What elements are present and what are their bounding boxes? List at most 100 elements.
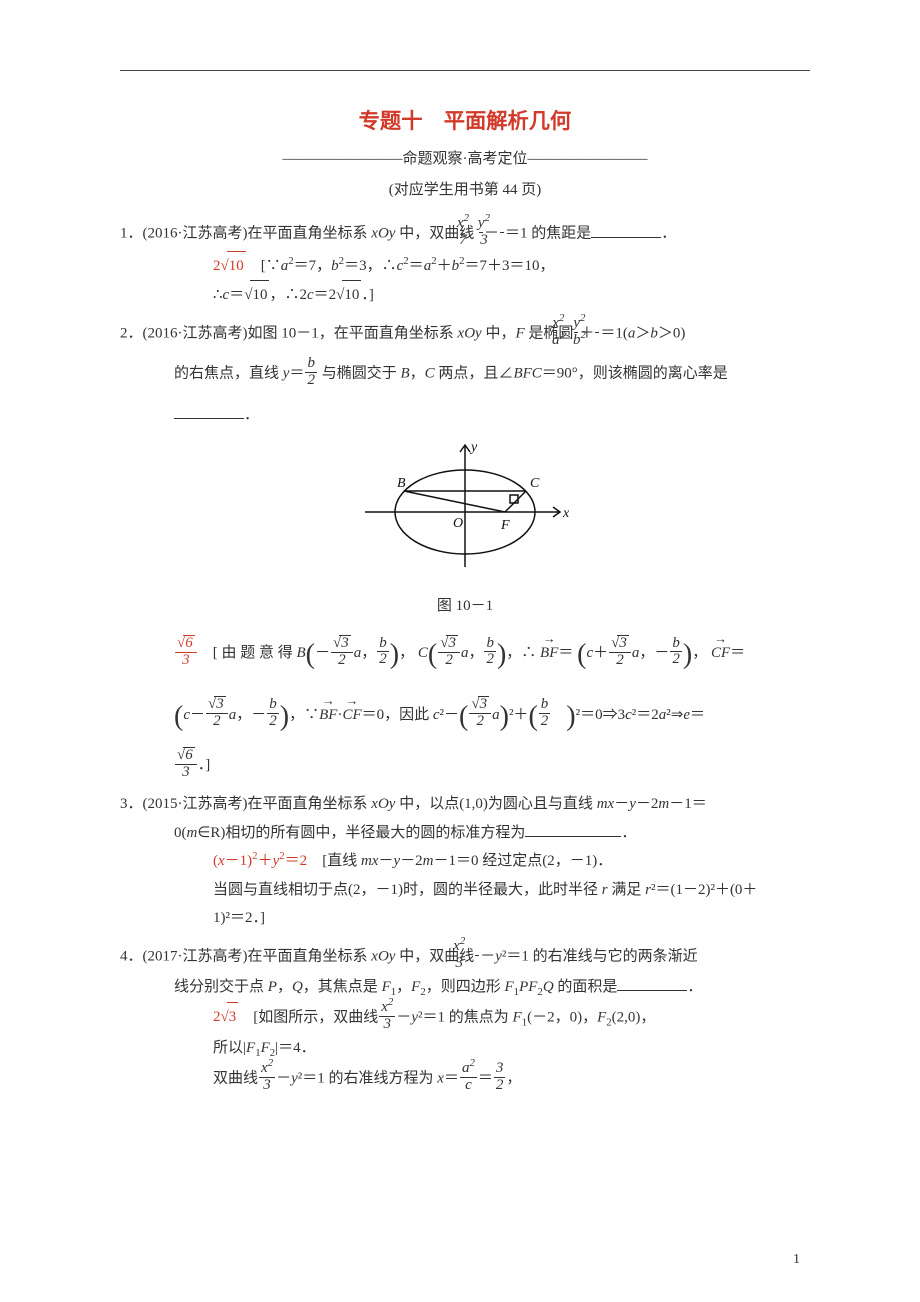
text: － — [614, 796, 629, 812]
text: 1)²＝2．] — [213, 910, 265, 926]
ellipse-diagram: B C O F y x — [355, 437, 575, 577]
problem-3-solution-l1: (x－1)2＋y2＝2 [直线 mx－y－2m－1＝0 经过定点(2，－1)． — [120, 847, 810, 876]
radical: √10 — [244, 280, 269, 310]
text: ²＝1 的右准线与它的两条渐近 — [502, 948, 698, 964]
problem-num: 1． — [120, 226, 143, 242]
text: 两点，且∠ — [435, 366, 514, 382]
math-var: c — [307, 287, 314, 303]
text: [∵ — [261, 258, 281, 274]
text: ²＝0⇒3 — [576, 707, 626, 723]
vector: BF — [319, 701, 337, 730]
text: ，∵ — [289, 707, 319, 723]
text: ∴ — [213, 287, 223, 303]
answer-value: √63 — [174, 645, 198, 661]
exam-tag: (2015·江苏高考) — [143, 796, 248, 812]
text: ， — [410, 366, 425, 382]
text: ＝1( — [600, 326, 628, 342]
answer-value: 2√3 — [213, 1009, 238, 1025]
fraction: √63 — [174, 747, 198, 781]
chapter-title: 专题十 平面解析几何 — [120, 101, 810, 141]
problem-3-stem-l2: 0(m∈R)相切的所有圆中，半径最大的圆的标准方程为． — [120, 819, 810, 848]
text: ²⇒ — [666, 707, 683, 723]
fraction: y2b2 — [594, 316, 600, 349]
text: ＝ — [690, 707, 705, 723]
exam-tag: (2016·江苏高考) — [143, 326, 248, 342]
problem-num: 2． — [120, 326, 143, 342]
text: [直线 — [322, 853, 361, 869]
problem-num: 3． — [120, 796, 143, 812]
problem-4-solution-l3: 双曲线x23－y²＝1 的右准线方程为 x＝a2c＝32， — [120, 1063, 810, 1096]
answer-value: (x－1)2＋y2＝2 — [213, 853, 307, 869]
problem-3-solution-l2: 当圆与直线相切于点(2，－1)时，圆的半径最大，此时半径 r 满足 r²＝(1－… — [120, 876, 810, 905]
vector: CF — [342, 701, 361, 730]
text: 在平面直角坐标系 — [248, 948, 372, 964]
problem-4: 4．(2017·江苏高考)在平面直角坐标系 xOy 中，双曲线x23－y²＝1 … — [120, 941, 810, 1096]
figure-caption: 图 10－1 — [120, 592, 810, 621]
text: ，其焦点是 — [303, 979, 382, 995]
exam-tag: (2017·江苏高考) — [143, 948, 248, 964]
text: － — [276, 1070, 291, 1086]
math-var: c — [223, 287, 230, 303]
fig-label-C: C — [530, 476, 540, 491]
answer-value: 2√10 — [213, 258, 246, 274]
math-var: xOy — [371, 796, 395, 812]
math-var: y — [283, 366, 290, 382]
math-var: b — [650, 326, 658, 342]
text: 的面积是 — [554, 979, 618, 995]
subtitle: ————————命题观察·高考定位———————— — [120, 145, 810, 174]
exam-tag: (2016·江苏高考) — [143, 226, 248, 242]
problem-2: 2．(2016·江苏高考)如图 10－1，在平面直角坐标系 xOy 中，F 是椭… — [120, 318, 810, 782]
text: －2 — [636, 796, 659, 812]
text: (－2，0)， — [527, 1009, 597, 1025]
text: ．] — [361, 287, 374, 303]
text: ＝90°，则该椭圆的离心率是 — [542, 366, 728, 382]
text: (2,0)， — [612, 1009, 656, 1025]
fraction: √32 — [205, 696, 229, 730]
problem-4-solution-l2: 所以|F1F2|＝4． — [120, 1034, 810, 1063]
text: ＝2 — [314, 287, 337, 303]
text: 在平面直角坐标系 — [248, 226, 372, 242]
math-var: BFC — [513, 366, 541, 382]
problem-1-solution-l2: ∴c＝√10，∴2c＝2√10．] — [120, 280, 810, 310]
text: 0( — [174, 825, 187, 841]
text: ＝ — [444, 1070, 459, 1086]
text: ＝7， — [294, 258, 332, 274]
problem-3: 3．(2015·江苏高考)在平面直角坐标系 xOy 中，以点(1,0)为圆心且与… — [120, 790, 810, 933]
fraction: √32 — [468, 696, 492, 730]
radical: √10 — [336, 280, 361, 310]
text: ，∴2 — [269, 287, 307, 303]
fraction: b2 — [669, 636, 683, 669]
math-var: C — [425, 366, 435, 382]
text: 满足 — [608, 882, 646, 898]
problem-1-stem: 1．(2016·江苏高考)在平面直角坐标系 xOy 中，双曲线 x27－y23＝… — [120, 218, 810, 251]
fraction: 32 — [493, 1061, 507, 1094]
text: － — [378, 853, 393, 869]
fraction: x23 — [378, 1000, 396, 1033]
problem-2-solution-l3: √63．] — [120, 749, 810, 783]
math-var: C — [418, 645, 428, 661]
problem-num: 4． — [120, 948, 143, 964]
fraction: y23 — [499, 216, 505, 249]
page: 专题十 平面解析几何 ————————命题观察·高考定位———————— (对应… — [0, 0, 920, 1302]
text: ＝7＋3＝10， — [465, 258, 555, 274]
text: ²＝1 的焦点为 — [418, 1009, 513, 1025]
text: ， — [399, 645, 414, 661]
text: 在平面直角坐标系 — [248, 796, 372, 812]
vector: CF — [711, 639, 730, 668]
fig-label-O: O — [453, 516, 463, 531]
problem-3-solution-l3: 1)²＝2．] — [120, 904, 810, 933]
math-var: B — [297, 645, 306, 661]
text: 是椭圆 — [525, 326, 574, 342]
text: [如图所示，双曲线 — [253, 1009, 378, 1025]
answer-blank — [174, 403, 244, 419]
problem-4-stem: 4．(2017·江苏高考)在平面直角坐标系 xOy 中，双曲线x23－y²＝1 … — [120, 941, 810, 974]
figure-10-1: B C O F y x — [120, 437, 810, 588]
answer-blank — [617, 975, 687, 991]
text: ²＝2 — [632, 707, 659, 723]
math-var: xOy — [458, 326, 482, 342]
fraction: b2 — [483, 636, 497, 669]
math-var: xOy — [371, 226, 395, 242]
problem-2-solution-l1: √63 [ 由 题 意 得 B(－√32a，b2)， C(√32a，b2)，∴ … — [120, 628, 810, 681]
text: － — [396, 1009, 411, 1025]
text: －2 — [400, 853, 423, 869]
